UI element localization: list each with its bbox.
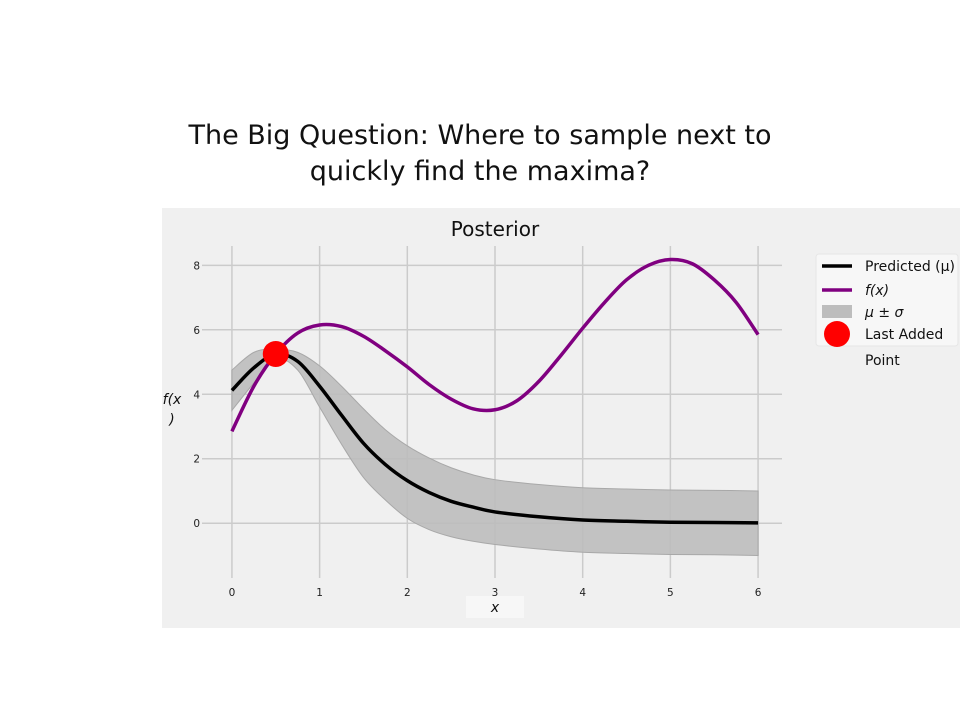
x-tick-5: 5 bbox=[667, 587, 674, 599]
x-tick-4: 4 bbox=[579, 587, 586, 599]
x-tick-3: 3 bbox=[492, 587, 499, 599]
y-tick-4: 4 bbox=[193, 389, 200, 401]
legend-swatch-3 bbox=[824, 321, 850, 347]
x-tick-6: 6 bbox=[755, 587, 762, 599]
x-tick-2: 2 bbox=[404, 587, 411, 599]
posterior-figure: 0 1 2 3 4 5 6 0 2 4 6 8 Posterior f(x ) x Predicted… bbox=[162, 208, 960, 628]
y-axis-label-part-1: f(x bbox=[163, 392, 182, 408]
x-axis-label-bg bbox=[466, 596, 524, 618]
tick-labels: 0 1 2 3 4 5 6 0 2 4 6 8 bbox=[193, 260, 761, 599]
legend-label-3: Last Added Point bbox=[865, 327, 943, 369]
std-band-layer bbox=[231, 348, 759, 556]
chart-title: Posterior bbox=[451, 217, 540, 241]
series-lines bbox=[230, 257, 760, 525]
y-axis-label-part-2: ) bbox=[168, 412, 174, 428]
slide-title-line-1: The Big Question: Where to sample next t… bbox=[188, 120, 772, 151]
y-tick-8: 8 bbox=[193, 260, 200, 272]
legend-box bbox=[815, 253, 959, 347]
slide-title: The Big Question: Where to sample next t… bbox=[0, 118, 960, 190]
std-band bbox=[231, 348, 759, 556]
x-tick-0: 0 bbox=[229, 587, 236, 599]
legend-label-0: Predicted (μ) bbox=[865, 259, 955, 275]
slide-title-line-2: quickly find the maxima? bbox=[309, 156, 651, 187]
legend-label-2: μ ± σ bbox=[864, 305, 905, 321]
predicted-mean-line bbox=[230, 352, 759, 525]
last-added-point bbox=[262, 340, 289, 367]
legend-label-1: f(x) bbox=[865, 283, 889, 299]
y-axis-label: f(x ) bbox=[163, 392, 182, 428]
y-tick-2: 2 bbox=[193, 454, 200, 466]
y-tick-0: 0 bbox=[193, 518, 200, 530]
true-function-line bbox=[230, 257, 760, 433]
legend: Predicted (μ) f(x) μ ± σ Last Added Point bbox=[815, 253, 959, 369]
grid-lines bbox=[202, 246, 782, 578]
legend-swatch-2 bbox=[822, 305, 852, 318]
x-tick-1: 1 bbox=[316, 587, 323, 599]
x-axis-label: x bbox=[490, 600, 500, 616]
y-tick-6: 6 bbox=[193, 325, 200, 337]
posterior-chart: 0 1 2 3 4 5 6 0 2 4 6 8 Posterior f(x ) x Predicted… bbox=[163, 217, 959, 618]
